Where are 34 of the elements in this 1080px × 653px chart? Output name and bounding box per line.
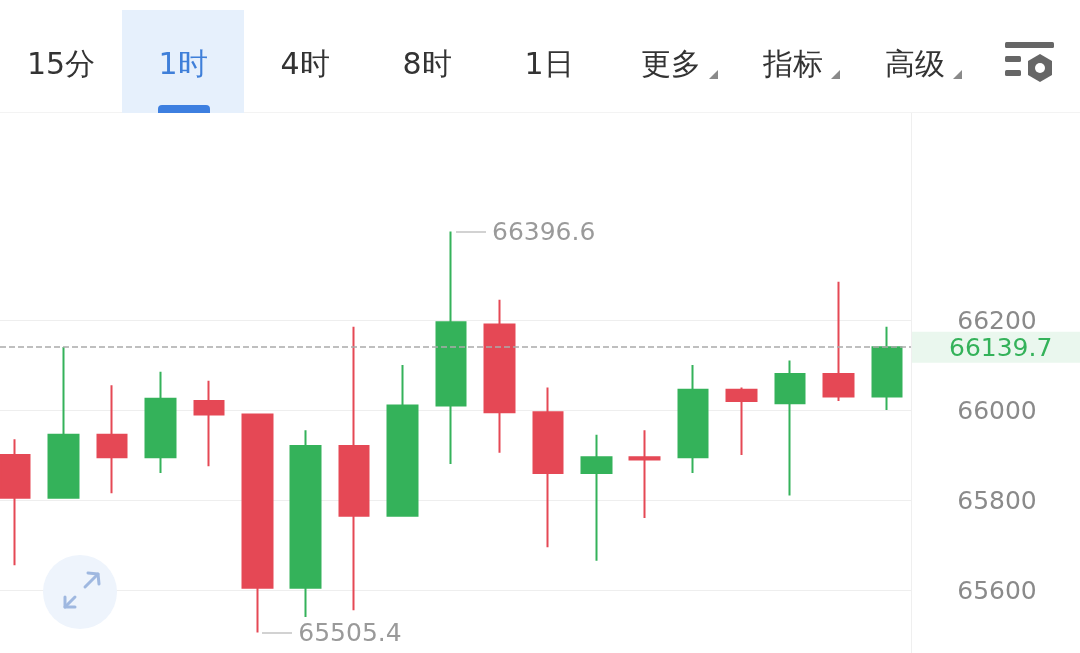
candlestick [47,346,80,499]
annotation: 65505.4 [298,617,402,648]
candlestick [725,386,758,456]
text: 15分 [26,45,96,82]
candlestick [532,386,564,549]
y-tick-label: 65600 [957,575,1037,605]
candlestick [774,359,806,497]
text: 4时 [280,45,330,82]
candlestick [386,364,419,517]
candlestick [144,370,177,474]
candlestick [193,379,225,468]
text: 1时 [158,45,208,82]
candlestick [338,325,370,612]
text: 指标 [763,45,823,82]
candlestick [871,325,903,411]
text: 8时 [402,45,452,82]
candlestick [289,429,322,618]
candlestick [483,298,516,454]
annotation: 66396.6 [492,216,596,247]
candlestick [822,280,855,402]
candlestick [241,413,274,634]
candlestick [628,429,661,519]
text: 高级 [885,45,945,82]
text: 1日 [524,45,574,82]
candlestick [96,384,128,495]
y-tick-label: 66000 [957,395,1037,425]
candlestick [0,438,31,567]
text: 更多 [641,45,701,82]
candlestick [580,433,613,562]
y-tick-label: 65800 [957,485,1037,515]
ref-line-label: 66139.7 [949,332,1053,362]
y-tick-label: 66200 [957,305,1037,335]
candlestick [435,230,467,465]
candlestick [677,364,709,474]
